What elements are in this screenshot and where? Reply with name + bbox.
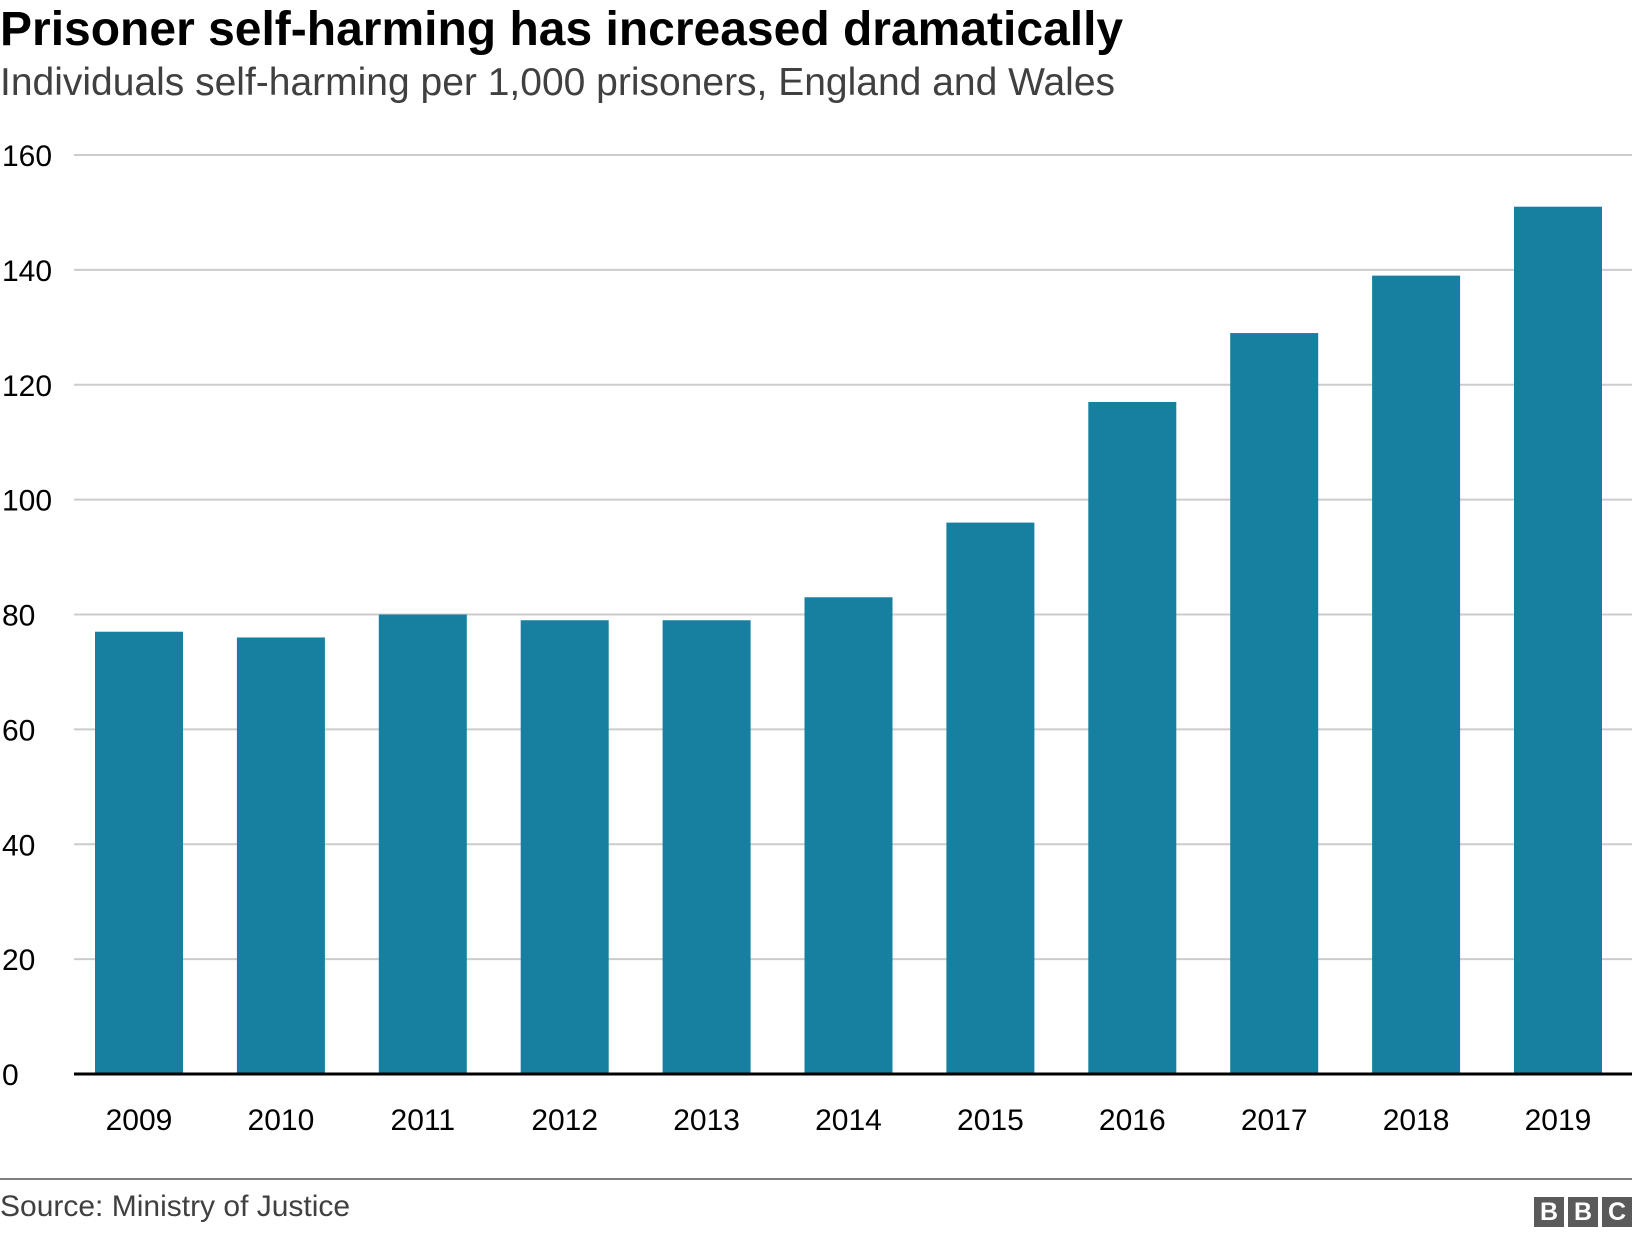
bar-2019 <box>1514 206 1602 1075</box>
x-tick-label: 2019 <box>1525 1104 1592 1137</box>
bar-2010 <box>236 637 325 1074</box>
bar-2018 <box>1372 275 1461 1074</box>
x-tick-label: 2015 <box>957 1104 1024 1137</box>
y-tick-label: 140 <box>2 255 52 288</box>
y-tick-label: 160 <box>2 140 52 173</box>
bars <box>95 206 1602 1075</box>
x-tick-label: 2009 <box>106 1104 173 1137</box>
y-tick-label: 100 <box>2 485 52 518</box>
chart-title: Prisoner self-harming has increased dram… <box>0 3 1124 56</box>
logo-letter: B <box>1568 1197 1598 1227</box>
bar-2009 <box>95 631 183 1074</box>
y-tick-label: 0 <box>2 1059 19 1092</box>
y-tick-label: 120 <box>2 370 52 403</box>
bbc-logo: B B C <box>1534 1197 1632 1227</box>
x-tick-label: 2016 <box>1099 1104 1166 1137</box>
logo-letter: B <box>1534 1197 1564 1227</box>
x-tick-label: 2013 <box>673 1104 740 1137</box>
source-note: Source: Ministry of Justice <box>0 1190 351 1223</box>
bar-2017 <box>1230 333 1319 1074</box>
y-tick-label: 40 <box>2 829 35 862</box>
x-tick-label: 2012 <box>531 1104 598 1137</box>
bar-2012 <box>520 620 609 1074</box>
bar-2015 <box>946 522 1035 1074</box>
bar-2013 <box>662 620 751 1074</box>
x-tick-label: 2011 <box>391 1104 456 1137</box>
y-tick-label: 60 <box>2 714 35 747</box>
bar-2014 <box>804 597 893 1074</box>
x-tick-label: 2010 <box>248 1104 315 1137</box>
x-axis-ticks: 2009 2010 2011 2012 2013 2014 2015 2016 2017 2018… <box>106 1104 1592 1137</box>
x-tick-label: 2018 <box>1383 1104 1450 1137</box>
bar-2016 <box>1088 401 1177 1074</box>
logo-letter: C <box>1602 1197 1632 1227</box>
y-axis-ticks: 0 20 40 60 80 100 120 140 160 <box>2 140 52 1092</box>
x-tick-label: 2014 <box>815 1104 882 1137</box>
y-tick-label: 80 <box>2 600 35 633</box>
y-tick-label: 20 <box>2 944 35 977</box>
x-tick-label: 2017 <box>1241 1104 1308 1137</box>
footer-divider <box>0 1178 1632 1180</box>
bar-2011 <box>378 614 467 1074</box>
chart-subtitle: Individuals self-harming per 1,000 priso… <box>0 61 1116 104</box>
